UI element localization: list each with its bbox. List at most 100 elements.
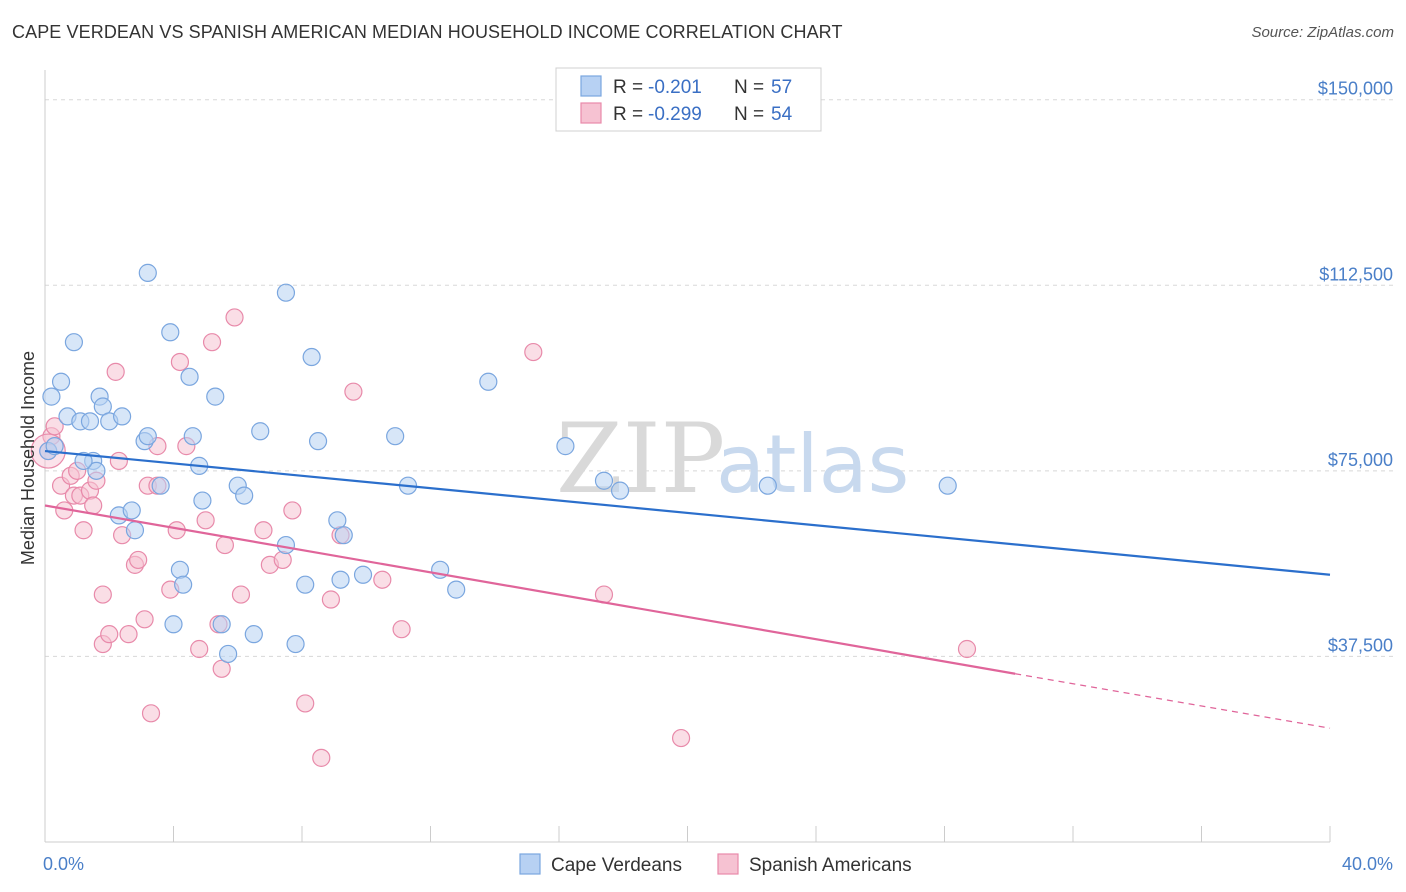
data-point-spanish-americans	[957, 639, 977, 659]
data-point-spanish-americans	[254, 521, 273, 540]
legend-swatch-pink	[580, 102, 602, 124]
data-point-cape-verdeans	[45, 437, 64, 456]
data-point-cape-verdeans	[122, 501, 141, 520]
data-point-cape-verdeans	[206, 387, 225, 406]
source-note: Source: ZipAtlas.com	[1251, 24, 1394, 41]
data-point-spanish-americans	[93, 585, 112, 604]
data-point-cape-verdeans	[170, 560, 190, 579]
legend-r-value-blue: -0.201	[648, 77, 702, 98]
legend-correlation: R = -0.201 N = 57 R = -0.299 N = 54	[555, 67, 822, 132]
data-point-spanish-americans	[283, 501, 302, 520]
watermark-zip: ZIP	[556, 403, 725, 515]
data-point-spanish-americans	[273, 550, 292, 570]
data-point-cape-verdeans	[758, 476, 777, 495]
legend-series: Cape Verdeans Spanish Americans	[519, 853, 912, 876]
data-point-cape-verdeans	[447, 580, 466, 599]
y-tick-label: $112,500	[1319, 264, 1393, 284]
y-tick-label: $75,000	[1328, 450, 1393, 470]
data-point-spanish-americans	[202, 333, 222, 352]
data-point-cape-verdeans	[286, 634, 305, 654]
data-point-cape-verdeans	[594, 471, 614, 490]
legend-n-label-pink: N =	[734, 104, 764, 125]
series-spanish-americans	[30, 308, 977, 767]
data-point-cape-verdeans	[219, 644, 238, 664]
x-tick-label-min: 0.0%	[43, 854, 84, 874]
data-point-spanish-americans	[84, 496, 103, 515]
data-point-cape-verdeans	[244, 625, 263, 644]
data-point-cape-verdeans	[174, 575, 193, 594]
data-point-cape-verdeans	[138, 263, 157, 282]
y-axis-label: Median Household Income	[18, 351, 38, 565]
data-point-cape-verdeans	[938, 476, 957, 495]
data-point-cape-verdeans	[151, 476, 170, 495]
data-point-spanish-americans	[225, 308, 244, 327]
data-point-cape-verdeans	[353, 565, 373, 584]
legend-swatch-spanish-americans	[717, 853, 739, 875]
legend-label-spanish-americans: Spanish Americans	[749, 855, 912, 876]
data-point-cape-verdeans	[296, 575, 315, 594]
data-point-cape-verdeans	[331, 570, 350, 589]
chart-title: CAPE VERDEAN VS SPANISH AMERICAN MEDIAN …	[12, 22, 843, 42]
data-point-spanish-americans	[524, 342, 543, 362]
legend-r-value-pink: -0.299	[648, 104, 702, 125]
data-point-cape-verdeans	[125, 521, 145, 540]
watermark-atlas: atlas	[716, 418, 909, 511]
data-point-cape-verdeans	[610, 481, 630, 500]
data-point-cape-verdeans	[64, 333, 84, 352]
legend-n-value-blue: 57	[771, 77, 792, 98]
data-point-spanish-americans	[373, 570, 392, 589]
data-point-cape-verdeans	[556, 437, 575, 456]
legend-swatch-blue	[580, 75, 602, 97]
data-point-spanish-americans	[106, 362, 125, 381]
data-point-cape-verdeans	[193, 491, 212, 510]
data-point-cape-verdeans	[112, 407, 132, 426]
legend-r-label-pink: R =	[613, 104, 643, 125]
data-point-cape-verdeans	[276, 535, 296, 555]
series-cape-verdeans	[39, 263, 957, 664]
data-point-cape-verdeans	[80, 412, 100, 431]
data-point-spanish-americans	[74, 521, 93, 540]
data-point-cape-verdeans	[180, 367, 199, 386]
data-point-cape-verdeans	[302, 347, 321, 367]
data-point-cape-verdeans	[276, 283, 296, 302]
data-point-cape-verdeans	[479, 372, 498, 391]
legend-n-label-blue: N =	[734, 77, 764, 98]
data-point-spanish-americans	[100, 625, 119, 644]
data-point-cape-verdeans	[386, 427, 405, 446]
data-point-spanish-americans	[129, 550, 148, 570]
data-point-cape-verdeans	[87, 461, 106, 480]
data-point-spanish-americans	[392, 620, 411, 639]
data-point-spanish-americans	[671, 728, 691, 748]
legend-label-cape-verdeans: Cape Verdeans	[551, 855, 682, 876]
data-point-spanish-americans	[135, 610, 154, 629]
y-tick-label: $150,000	[1318, 79, 1393, 99]
data-point-cape-verdeans	[183, 427, 202, 446]
trend-line-cape-verdeans	[44, 449, 1331, 576]
data-point-spanish-americans	[321, 590, 341, 609]
gridlines	[45, 99, 1394, 657]
data-point-spanish-americans	[190, 639, 209, 659]
x-tick-label-max: 40.0%	[1342, 854, 1393, 874]
watermark: ZIP atlas	[556, 403, 909, 515]
data-point-cape-verdeans	[308, 432, 328, 451]
data-point-spanish-americans	[109, 451, 128, 471]
data-point-cape-verdeans	[74, 451, 93, 471]
y-tick-label: $37,500	[1328, 635, 1393, 655]
data-point-cape-verdeans	[42, 387, 61, 406]
data-point-spanish-americans	[231, 585, 251, 604]
data-point-cape-verdeans	[251, 422, 270, 441]
data-point-spanish-americans	[119, 625, 138, 644]
y-tick-labels: $37,500 $75,000 $112,500 $150,000	[1318, 79, 1393, 656]
trend-lines	[44, 449, 1331, 729]
data-point-cape-verdeans	[334, 526, 353, 545]
data-point-cape-verdeans	[164, 615, 183, 634]
data-point-cape-verdeans	[212, 615, 231, 634]
data-point-spanish-americans	[312, 748, 331, 767]
legend-swatch-cape-verdeans	[519, 853, 541, 875]
data-point-spanish-americans	[296, 694, 315, 713]
data-point-cape-verdeans	[51, 372, 71, 391]
trend-line-spanish-americans	[44, 504, 1016, 675]
legend-n-value-pink: 54	[771, 104, 793, 125]
legend-r-label-blue: R =	[613, 77, 643, 98]
